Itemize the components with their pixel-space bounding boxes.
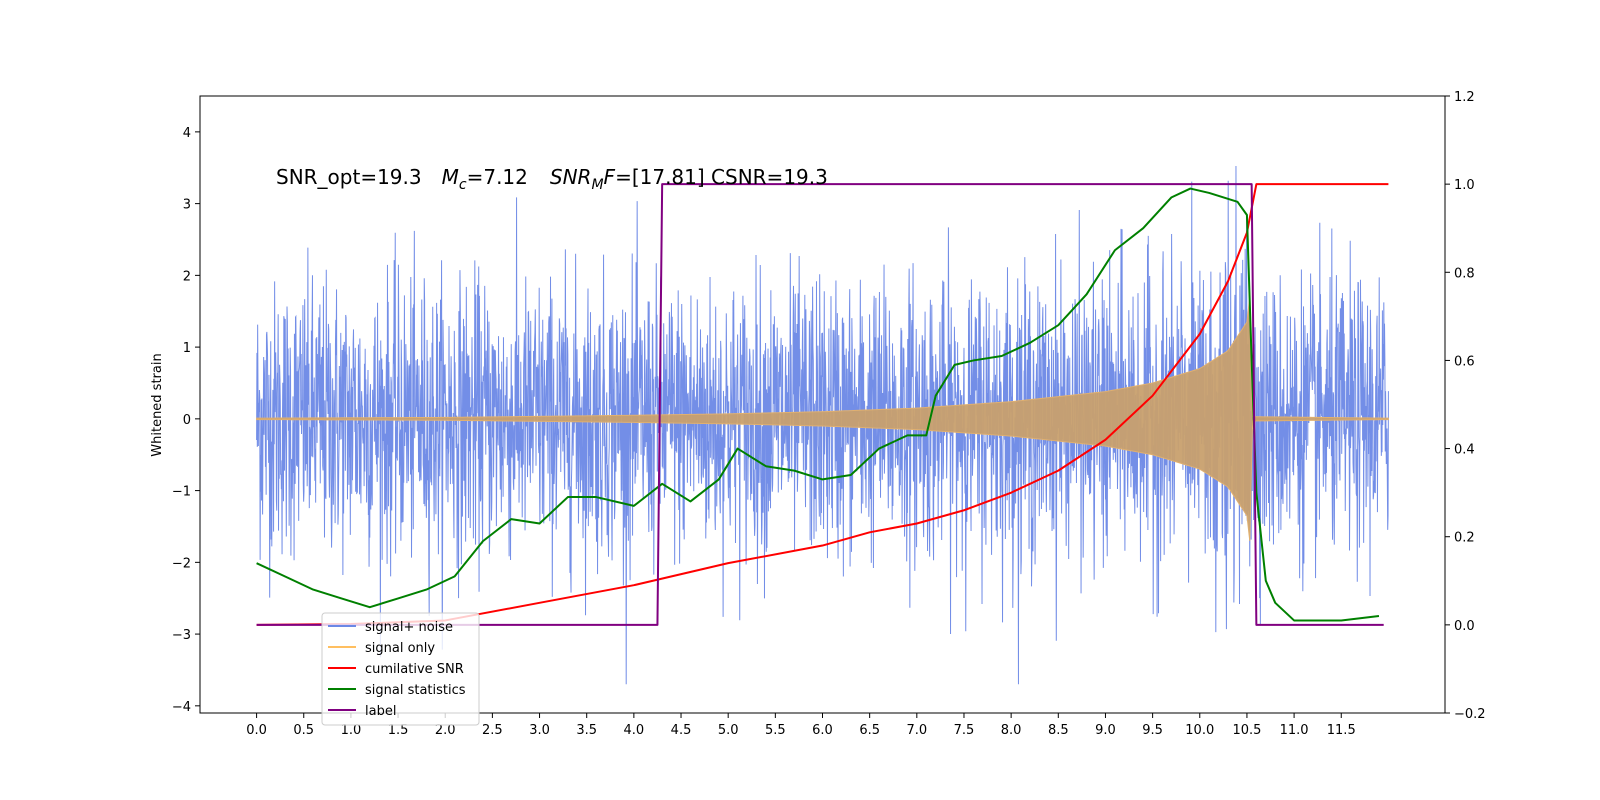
x-tick-label: 6.0 — [812, 723, 833, 738]
y-right-tick-label: 0.6 — [1454, 354, 1475, 369]
y-right-tick-label: 0.8 — [1454, 266, 1475, 281]
y-left-tick-label: 0 — [183, 413, 191, 428]
x-tick-label: 10.0 — [1185, 723, 1214, 738]
series-signal-only — [256, 296, 1389, 541]
series-signal-noise — [256, 165, 1389, 685]
series-signal-statistics — [256, 187, 1380, 622]
legend-label: cumilative SNR — [365, 662, 464, 677]
y-left-tick-label: −2 — [172, 556, 191, 571]
title-part: F — [604, 165, 616, 189]
legend-label: signal statistics — [365, 683, 466, 698]
y-left-tick-label: 1 — [183, 341, 191, 356]
y-left-tick-label: 4 — [183, 126, 191, 141]
title-part: c — [459, 177, 467, 193]
x-tick-label: 11.0 — [1280, 723, 1309, 738]
x-tick-label: 11.5 — [1327, 723, 1356, 738]
y-left-tick-label: −1 — [172, 485, 191, 500]
y-axis-right: −0.2 0.0 0.2 0.4 0.6 0.8 1.0 1.2 — [1445, 90, 1486, 722]
x-tick-label: 8.0 — [1001, 723, 1022, 738]
x-tick-label: 5.5 — [765, 723, 786, 738]
legend-label: signal+ noise — [365, 620, 453, 635]
title-part: =7.12 — [467, 165, 528, 189]
legend-label: label — [365, 704, 396, 719]
x-tick-label: 4.0 — [624, 723, 645, 738]
x-tick-label: 0.5 — [293, 723, 314, 738]
y-left-tick-label: 3 — [183, 198, 191, 213]
title-part: SNR_opt=19.3 — [276, 165, 422, 189]
x-tick-label: 9.0 — [1095, 723, 1116, 738]
series-layer — [256, 165, 1389, 685]
series-cumulative-snr — [256, 183, 1389, 626]
y-right-tick-label: −0.2 — [1454, 707, 1486, 722]
x-tick-label: 3.0 — [529, 723, 550, 738]
x-tick-label: 4.5 — [671, 723, 692, 738]
y-left-tick-label: −4 — [172, 700, 191, 715]
title-part: M — [591, 177, 603, 193]
x-tick-label: 7.5 — [954, 723, 975, 738]
x-tick-label: 2.0 — [435, 723, 456, 738]
x-tick-label: 1.0 — [341, 723, 362, 738]
y-left-tick-label: −3 — [172, 628, 191, 643]
x-tick-label: 1.5 — [388, 723, 409, 738]
x-tick-label: 3.5 — [576, 723, 597, 738]
x-tick-label: 7.0 — [906, 723, 927, 738]
y-left-tick-label: 2 — [183, 269, 191, 284]
y-right-tick-label: 0.0 — [1454, 619, 1475, 634]
legend: signal+ noise signal only cumilative SNR si… — [321, 612, 480, 726]
title-part: =[17.81] CSNR=19.3 — [615, 165, 828, 189]
y-right-tick-label: 0.4 — [1454, 443, 1475, 458]
title-part: M — [442, 165, 459, 189]
x-tick-label: 6.5 — [859, 723, 880, 738]
y-axis-label: Whitened strain — [150, 353, 165, 456]
x-axis: 0.0 0.5 1.0 1.5 2.0 2.5 3.0 3.5 4.0 4.5 5.0 5.5 6.0 6… — [246, 713, 1356, 738]
y-axis-left: −4 −3 −2 −1 0 1 2 3 4 — [172, 126, 200, 715]
x-tick-label: 10.5 — [1232, 723, 1261, 738]
series-label — [256, 183, 1384, 626]
x-tick-label: 9.5 — [1142, 723, 1163, 738]
y-right-tick-label: 1.2 — [1454, 90, 1475, 105]
chart-title: SNR_opt=19.3 Mc=7.12 SNRMF=[17.81] CSNR=19… — [276, 165, 828, 193]
legend-label: signal only — [365, 641, 435, 656]
legend-box — [321, 612, 480, 726]
title-part: SNR — [550, 165, 592, 189]
x-tick-label: 5.0 — [718, 723, 739, 738]
x-tick-label: 8.5 — [1048, 723, 1069, 738]
y-right-tick-label: 0.2 — [1454, 531, 1475, 546]
y-right-tick-label: 1.0 — [1454, 178, 1475, 193]
x-tick-label: 0.0 — [246, 723, 267, 738]
x-tick-label: 2.5 — [482, 723, 503, 738]
